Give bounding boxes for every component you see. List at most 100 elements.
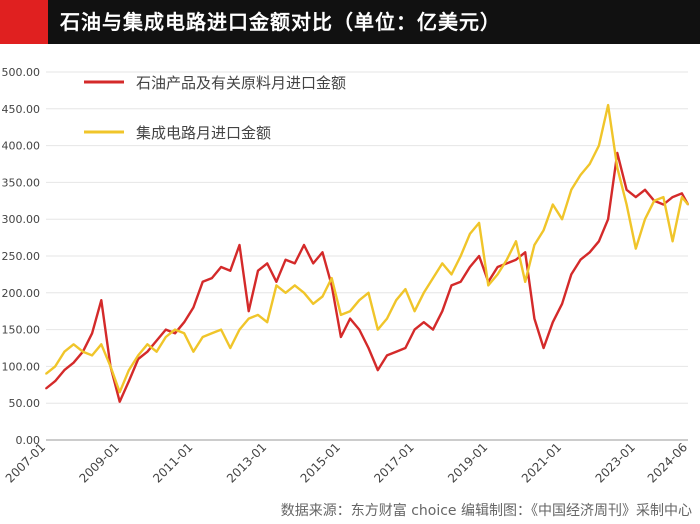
x-tick-label: 2015-01: [298, 440, 343, 485]
ic-data-point: [72, 343, 75, 346]
oil-data-point: [616, 152, 619, 154]
y-tick-label: 500.00: [2, 66, 41, 79]
y-tick-label: 300.00: [2, 213, 41, 226]
y-tick-label: 250.00: [2, 250, 41, 263]
title-accent: [0, 0, 48, 44]
ic-data-point: [155, 350, 158, 353]
ic-data-point: [450, 273, 453, 276]
ic-data-point: [247, 317, 250, 320]
ic-data-point: [220, 328, 223, 331]
oil-data-point: [164, 328, 167, 331]
ic-data-point: [275, 284, 278, 287]
y-tick-label: 450.00: [2, 103, 41, 116]
ic-data-point: [505, 258, 508, 261]
oil-data-point: [459, 280, 462, 283]
ic-data-point: [183, 332, 186, 335]
x-tick-label: 2019-01: [445, 440, 490, 485]
ic-data-point: [607, 104, 609, 106]
ic-data-point: [469, 233, 471, 235]
ic-data-point: [441, 262, 444, 265]
oil-data-point: [183, 321, 186, 324]
oil-data-point: [634, 196, 637, 199]
x-tick-label: 2024-06: [645, 440, 690, 485]
oil-data-point: [63, 369, 66, 371]
ic-data-point: [238, 328, 241, 331]
legend-label: 石油产品及有关原料月进口金额: [136, 74, 346, 92]
ic-data-point: [533, 244, 536, 246]
ic-data-point: [598, 144, 600, 147]
ic-data-point: [588, 163, 591, 165]
ic-data-point: [644, 218, 646, 221]
oil-data-point: [524, 251, 527, 254]
ic-data-point: [45, 372, 47, 375]
ic-data-point: [109, 365, 112, 368]
oil-data-point: [284, 258, 287, 261]
ic-data-point: [303, 291, 305, 294]
ic-data-point: [524, 280, 527, 283]
ic-data-point: [459, 255, 462, 257]
oil-data-point: [422, 321, 425, 324]
oil-data-point: [155, 339, 158, 342]
ic-data-point: [211, 332, 213, 335]
oil-data-point: [533, 317, 536, 320]
ic-data-point: [662, 196, 665, 199]
series-lines: [45, 103, 690, 403]
oil-data-point: [54, 380, 57, 382]
source-note: 数据来源：东方财富 choice 编辑制图：《中国经济周刊》采制中心: [280, 503, 692, 519]
ic-data-point: [127, 369, 130, 371]
oil-data-point: [174, 332, 176, 335]
ic-data-point: [266, 321, 269, 324]
x-axis: 2007-01 2009-01 2011-01 2013-01 2015-01 2017-…: [3, 439, 690, 486]
oil-data-point: [312, 262, 315, 265]
oil-data-point: [201, 280, 204, 283]
x-tick-label: 2011-01: [150, 440, 195, 485]
oil-data-point: [367, 347, 370, 349]
oil-data-point: [247, 310, 250, 313]
oil-data-point: [395, 350, 398, 353]
ic-data-point: [164, 336, 167, 338]
ic-data-point: [413, 310, 416, 313]
oil-data-point: [671, 196, 674, 199]
x-tick-label: 2023-01: [593, 440, 638, 485]
title-bar: 石油与集成电路进口金额对比（单位：亿美元）: [0, 0, 700, 44]
oil-data-point: [681, 192, 683, 195]
oil-data-point: [386, 354, 388, 357]
ic-data-point: [63, 350, 66, 353]
ic-data-point: [201, 336, 204, 338]
x-tick-label: 2009-01: [76, 440, 121, 485]
ic-data-point: [404, 288, 407, 290]
y-tick-label: 200.00: [2, 287, 41, 300]
ic-data-point: [321, 295, 324, 298]
ic-data-point: [395, 299, 398, 302]
oil-data-point: [542, 347, 545, 349]
oil-data-point: [330, 284, 333, 287]
oil-data-point: [625, 188, 628, 191]
ic-data-point: [330, 277, 333, 279]
ic-data-point: [358, 299, 361, 302]
ic-data-point: [432, 277, 434, 279]
oil-data-point: [238, 244, 241, 246]
ic-data-point: [551, 203, 554, 206]
oil-data-point: [137, 358, 140, 360]
oil-data-point: [441, 310, 444, 313]
ic-data-point: [146, 343, 149, 346]
ic-data-point: [386, 317, 388, 320]
ic-data-point: [82, 350, 84, 353]
oil-data-point: [146, 350, 149, 353]
ic-data-point: [422, 291, 425, 294]
y-tick-label: 100.00: [2, 360, 41, 373]
oil-data-point: [349, 317, 351, 320]
ic-data-point: [376, 328, 379, 331]
ic-data-point: [284, 291, 287, 294]
oil-data-point: [275, 280, 278, 283]
legend-label: 集成电路月进口金额: [136, 124, 271, 142]
oil-data-point: [127, 380, 130, 382]
y-tick-label: 0.00: [16, 434, 41, 447]
oil-data-point: [266, 262, 269, 265]
ic-data-point: [257, 314, 259, 316]
oil-data-point: [588, 251, 591, 254]
ic-data-point: [653, 199, 656, 202]
ic-data-point: [561, 218, 563, 221]
oil-data-point: [72, 361, 75, 364]
